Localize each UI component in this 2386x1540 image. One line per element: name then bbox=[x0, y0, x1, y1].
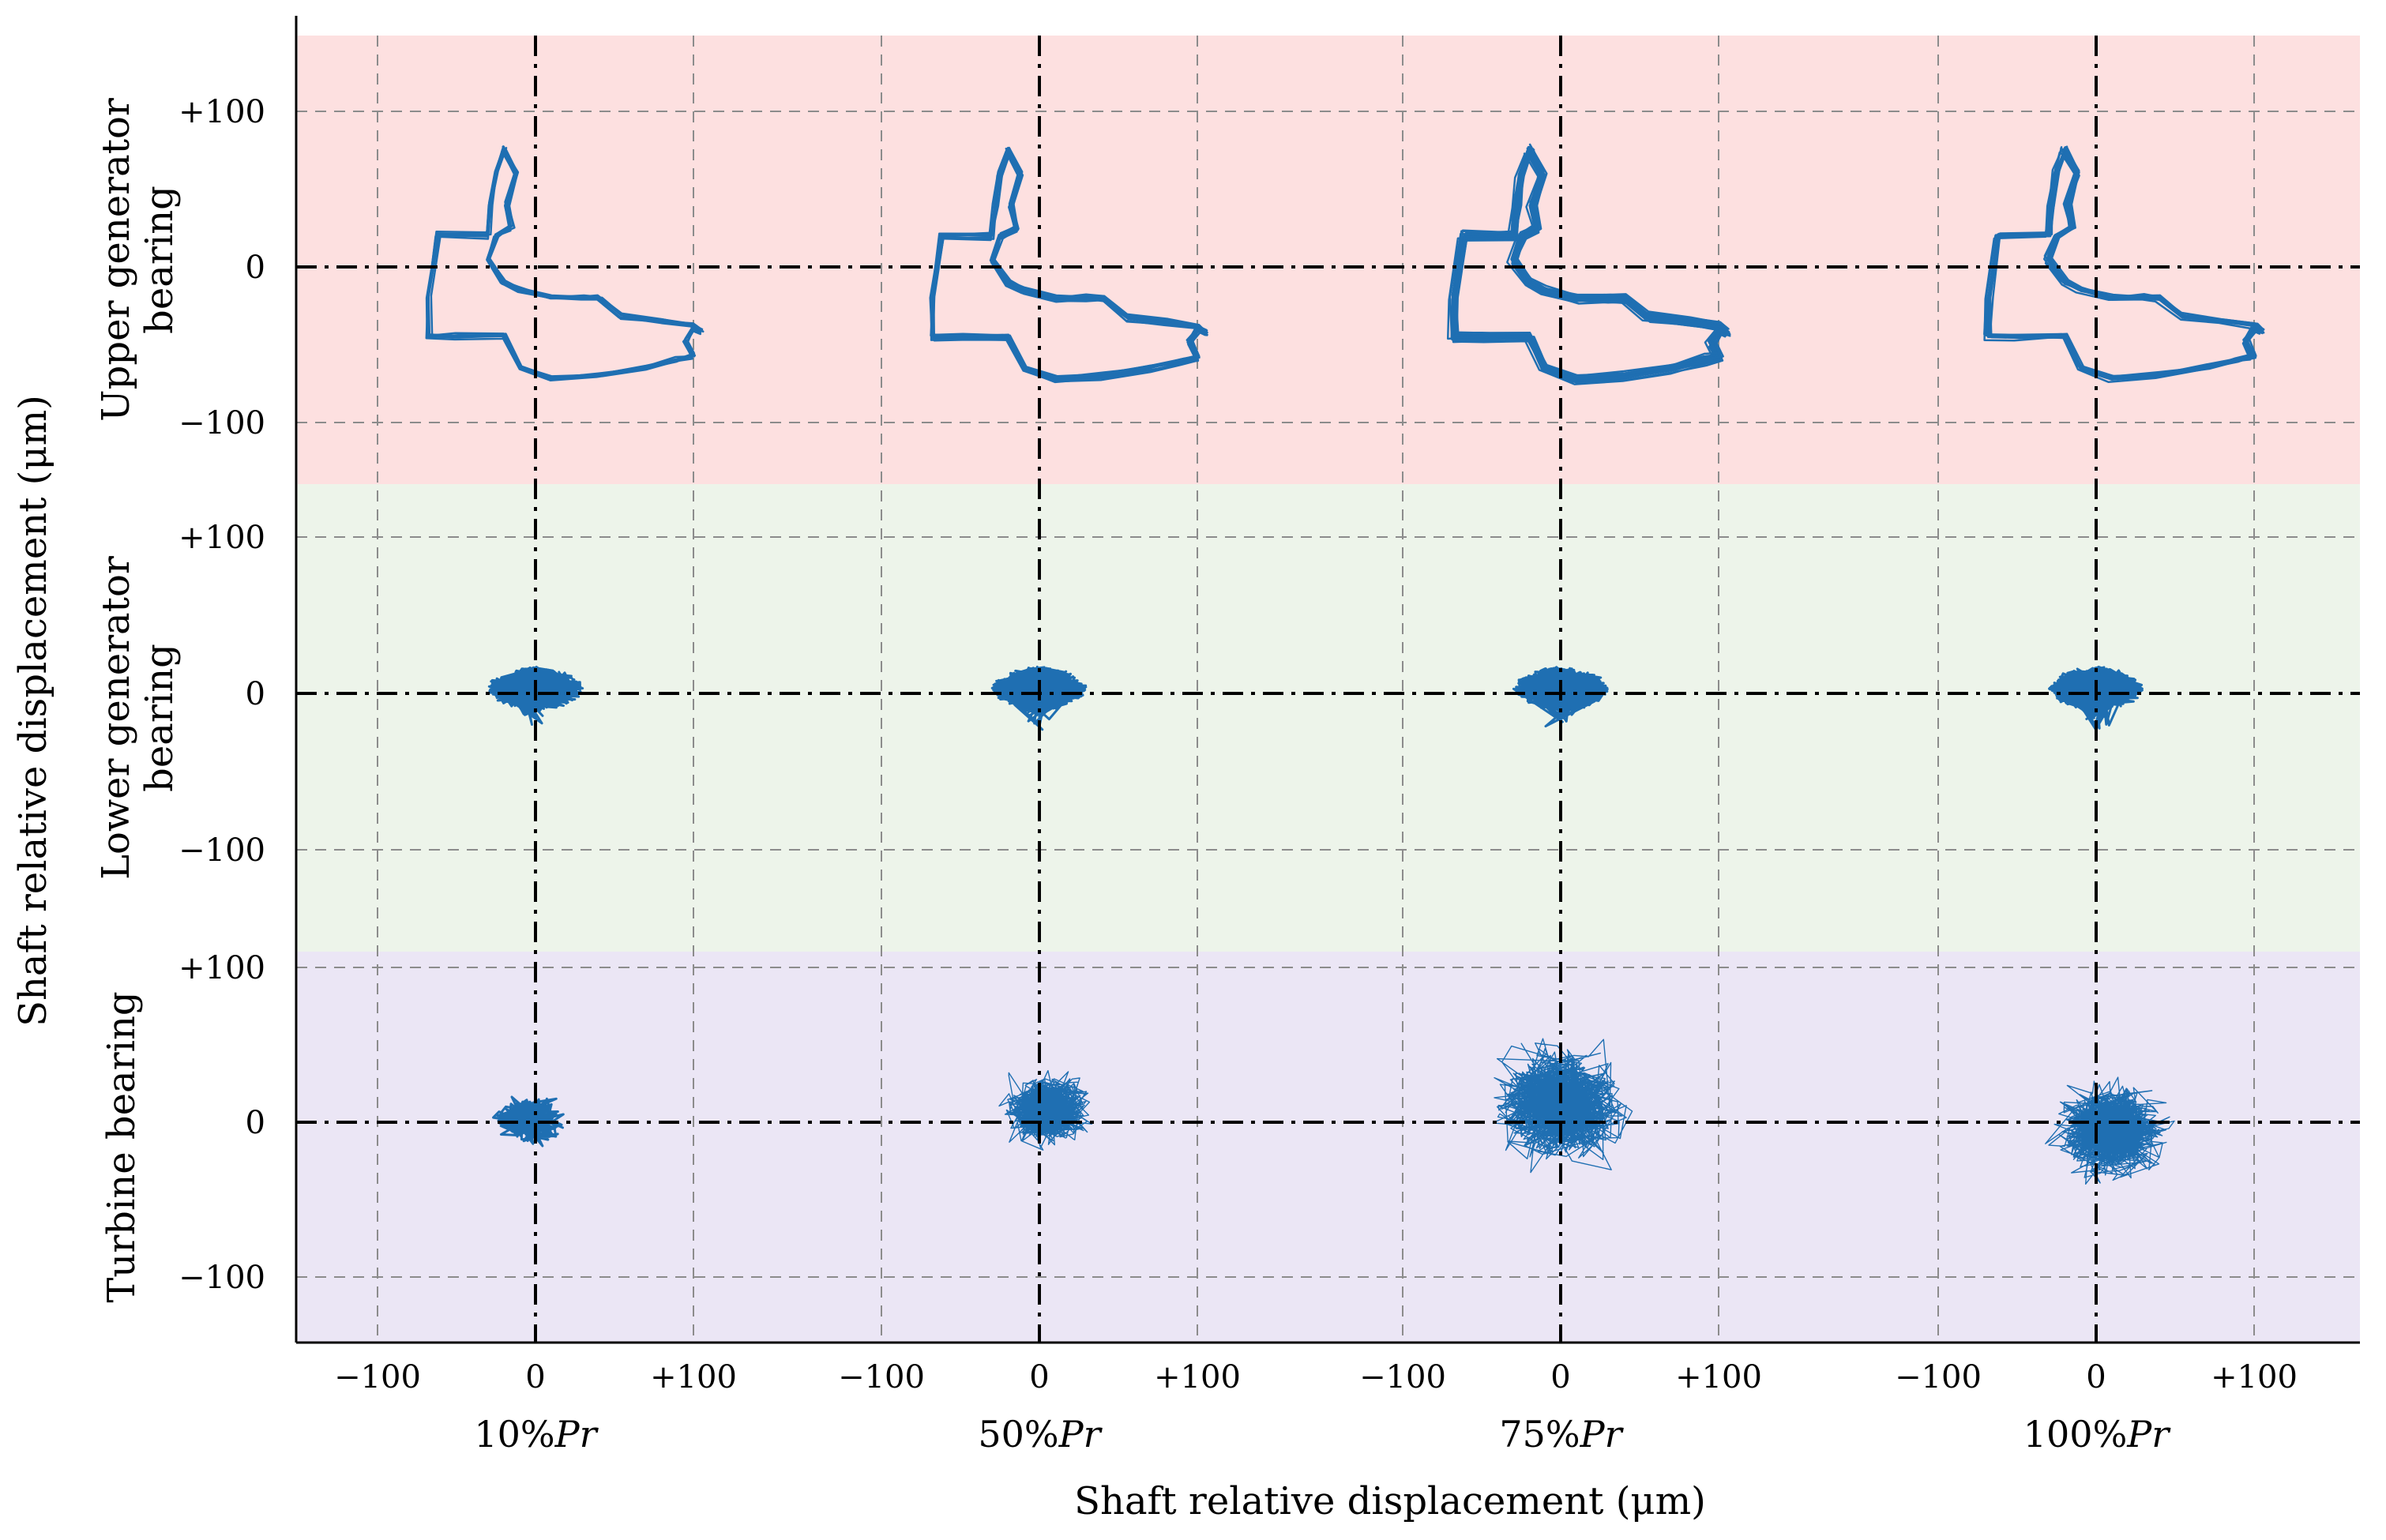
y-axis-title: Shaft relative displacement (μm) bbox=[11, 395, 55, 1027]
load-value: 50% bbox=[978, 1413, 1058, 1455]
x-tick-label: 0 bbox=[2086, 1359, 2106, 1395]
load-unit: Pr bbox=[2126, 1413, 2171, 1455]
upper-bearing-orbit-trace bbox=[430, 148, 705, 380]
row-label: Turbine bearing bbox=[100, 991, 144, 1302]
bearing-row-backgrounds bbox=[298, 36, 2360, 1343]
load-label: 100%Pr bbox=[2023, 1413, 2171, 1455]
x-tick-label: 0 bbox=[525, 1359, 545, 1395]
tick-labels: +100 0 −100 +100 0 −100 +100 0 −100 −100 0 +100 −100… bbox=[178, 94, 2298, 1395]
text-labels: Shaft relative displacement (μm) Shaft r… bbox=[11, 98, 2171, 1523]
y-tick-label: +100 bbox=[178, 520, 265, 556]
load-unit: Pr bbox=[1058, 1413, 1103, 1455]
zero-reference-lines bbox=[296, 36, 2360, 1343]
band-row-1 bbox=[298, 36, 2360, 484]
y-tick-label: −100 bbox=[178, 1260, 265, 1296]
x-tick-label: +100 bbox=[650, 1359, 737, 1395]
load-value: 75% bbox=[1499, 1413, 1580, 1455]
upper-bearing-orbit-trace bbox=[1983, 148, 2261, 380]
y-tick-label: −100 bbox=[178, 832, 265, 869]
load-unit: Pr bbox=[554, 1413, 599, 1455]
x-tick-label: −100 bbox=[334, 1359, 421, 1395]
turbine-bearing-orbit-trace bbox=[492, 1095, 565, 1147]
turbine-bearing-orbit-trace bbox=[998, 1070, 1093, 1151]
x-tick-label: −100 bbox=[1359, 1359, 1446, 1395]
x-axis-title: Shaft relative displacement (μm) bbox=[1074, 1479, 1706, 1523]
x-tick-label: −100 bbox=[1895, 1359, 1982, 1395]
x-tick-label: 0 bbox=[1029, 1359, 1049, 1395]
load-value: 100% bbox=[2023, 1413, 2128, 1455]
y-tick-label: 0 bbox=[246, 1105, 265, 1141]
x-tick-label: 0 bbox=[1550, 1359, 1570, 1395]
turbine-bearing-orbit-trace bbox=[1492, 1038, 1633, 1174]
upper-bearing-orbit-trace bbox=[929, 146, 1208, 379]
upper-bearing-orbit-trace bbox=[1452, 148, 1729, 380]
lower-bearing-orbit-trace bbox=[2048, 665, 2144, 732]
load-label: 50%Pr bbox=[978, 1413, 1103, 1455]
load-value: 10% bbox=[474, 1413, 554, 1455]
row-label-line: Upper generator bbox=[94, 98, 138, 422]
y-tick-label: −100 bbox=[178, 405, 265, 441]
x-tick-label: −100 bbox=[838, 1359, 925, 1395]
y-tick-label: +100 bbox=[178, 950, 265, 986]
band-row-3 bbox=[298, 952, 2360, 1343]
load-label: 10%Pr bbox=[474, 1413, 599, 1455]
row-label-line: bearing bbox=[137, 186, 182, 334]
load-unit: Pr bbox=[1580, 1413, 1625, 1455]
turbine-bearing-orbit-trace bbox=[2045, 1076, 2175, 1185]
load-label: 75%Pr bbox=[1499, 1413, 1624, 1455]
y-tick-label: +100 bbox=[178, 94, 265, 130]
y-tick-label: 0 bbox=[246, 250, 265, 286]
x-tick-label: +100 bbox=[1675, 1359, 1762, 1395]
row-label: Lower generatorbearing bbox=[94, 556, 182, 880]
row-label-line: bearing bbox=[137, 644, 182, 792]
x-tick-label: +100 bbox=[1154, 1359, 1241, 1395]
gridlines bbox=[296, 36, 2360, 1343]
row-label: Upper generatorbearing bbox=[94, 98, 182, 422]
band-row-2 bbox=[298, 484, 2360, 952]
row-label-line: Lower generator bbox=[94, 556, 138, 880]
y-tick-label: 0 bbox=[246, 676, 265, 712]
x-tick-label: +100 bbox=[2211, 1359, 2298, 1395]
axes-frame bbox=[295, 16, 2360, 1344]
upper-bearing-orbit-trace bbox=[426, 148, 702, 380]
upper-bearing-orbit-trace bbox=[1988, 148, 2264, 380]
upper-bearing-orbit-trace bbox=[1986, 149, 2264, 381]
